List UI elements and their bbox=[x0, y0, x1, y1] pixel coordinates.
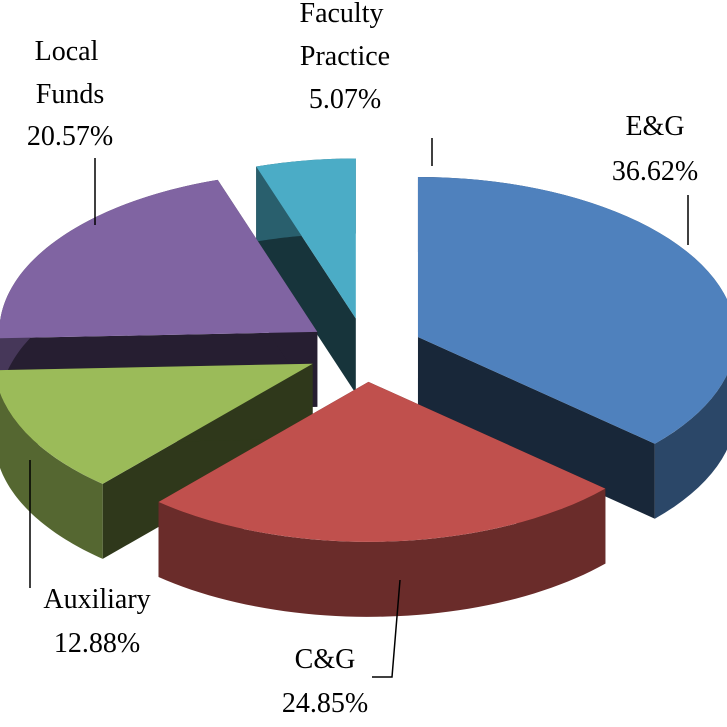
labels: E&G 36.62% C&G 24.85% Auxiliary 12.88% Local F… bbox=[27, 0, 698, 719]
category-label: E&G bbox=[625, 111, 684, 142]
slice bbox=[0, 363, 313, 484]
leader-lines bbox=[29, 138, 689, 678]
slice-group bbox=[256, 158, 356, 394]
slice-group bbox=[158, 381, 606, 617]
slice bbox=[0, 179, 318, 339]
category-label: C&G bbox=[295, 644, 356, 675]
slice-side bbox=[417, 336, 655, 519]
value-label: 24.85% bbox=[282, 688, 368, 719]
slice bbox=[417, 176, 727, 444]
category-label: Auxiliary bbox=[43, 584, 150, 615]
value-label: 36.62% bbox=[612, 156, 698, 187]
category-label: Faculty Practice bbox=[300, 0, 391, 72]
slice bbox=[158, 381, 606, 542]
slice-side bbox=[158, 488, 606, 617]
slice-side bbox=[0, 392, 103, 559]
leader-line bbox=[372, 579, 401, 678]
value-label: 20.57% bbox=[27, 121, 113, 152]
slice bbox=[256, 158, 356, 319]
value-label: 5.07% bbox=[309, 84, 381, 115]
value-label: 12.88% bbox=[54, 628, 140, 659]
slice-group bbox=[0, 363, 313, 559]
category-label: Local Funds bbox=[35, 36, 106, 110]
slice-group bbox=[417, 176, 727, 519]
pie bbox=[0, 158, 727, 617]
